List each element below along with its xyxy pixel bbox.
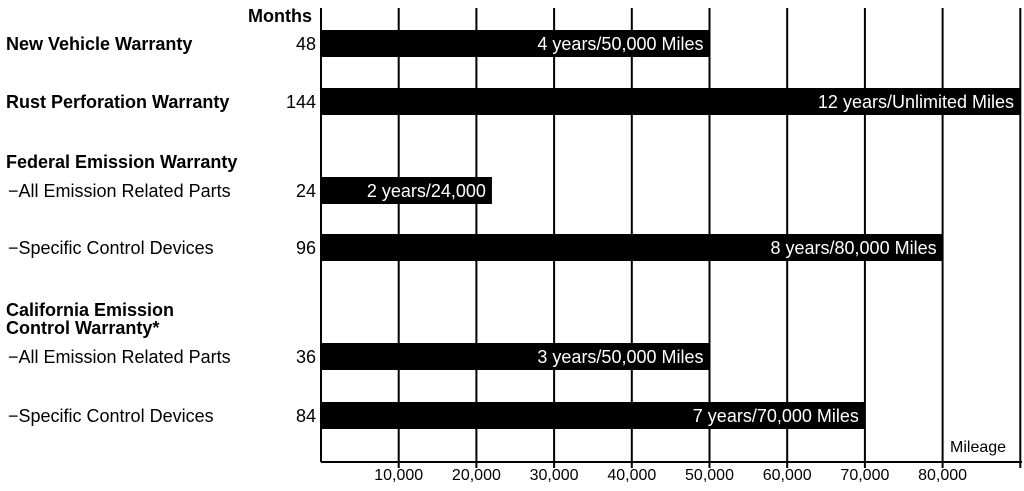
x-tick-label: 10,000 <box>374 467 424 484</box>
x-tick-label: 30,000 <box>529 467 579 484</box>
bar-label: 7 years/70,000 Miles <box>693 406 859 426</box>
bar <box>321 177 492 204</box>
bar <box>321 343 710 370</box>
x-tick-label: 20,000 <box>451 467 501 484</box>
months-value: 24 <box>295 181 316 201</box>
bar-label: 4 years/50,000 Miles <box>537 34 703 54</box>
bar <box>321 88 1020 115</box>
x-tick-label: 60,000 <box>762 467 812 484</box>
months-value: 36 <box>295 347 316 367</box>
row-label: Control Warranty* <box>6 318 160 338</box>
row-label: New Vehicle Warranty <box>6 34 193 54</box>
row-label: Rust Perforation Warranty <box>6 92 230 112</box>
x-tick-label: 80,000 <box>918 467 968 484</box>
row-label: California Emission <box>6 300 175 320</box>
months-value: 144 <box>285 92 316 112</box>
x-tick-label: 50,000 <box>685 467 734 484</box>
row-label: −Specific Control Devices <box>8 238 214 258</box>
months-value: 84 <box>295 406 316 426</box>
bar-label: 12 years/Unlimited Miles <box>818 92 1014 112</box>
row-label: −All Emission Related Parts <box>8 181 231 201</box>
bar-label: 2 years/24,000 <box>367 181 486 201</box>
row-label: Federal Emission Warranty <box>6 152 238 172</box>
row-label: −All Emission Related Parts <box>8 347 231 367</box>
x-tick-label: 70,000 <box>840 467 890 484</box>
bar <box>321 234 943 261</box>
bar <box>321 402 865 429</box>
bar <box>321 30 710 57</box>
row-label: −Specific Control Devices <box>8 406 214 426</box>
months-header: Months <box>248 6 312 26</box>
bar-label: 3 years/50,000 Miles <box>537 347 703 367</box>
x-axis-label: Mileage <box>950 439 1007 456</box>
x-tick-label: 40,000 <box>607 467 657 484</box>
months-value: 48 <box>295 34 316 54</box>
bar-label: 8 years/80,000 Miles <box>771 238 937 258</box>
months-value: 96 <box>295 238 316 258</box>
